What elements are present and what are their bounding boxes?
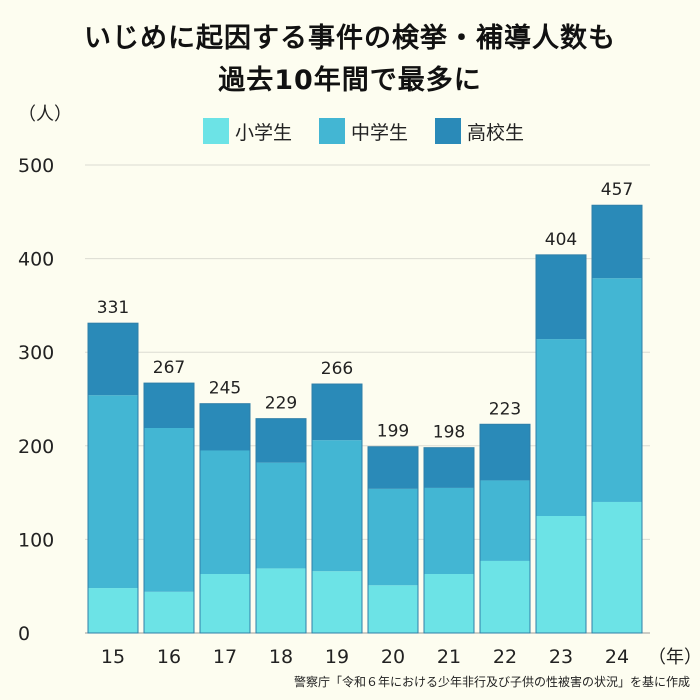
bar-total-label-15: 331: [97, 298, 129, 318]
legend-swatch-2: [435, 118, 461, 144]
bar-segment-19-0: [312, 571, 362, 633]
bar-segment-16-2: [144, 383, 194, 429]
x-axis-unit: （年）: [648, 647, 700, 668]
y-axis-unit: （人）: [18, 104, 72, 125]
bar-outline-19: [311, 383, 363, 634]
bar-segment-21-1: [424, 487, 474, 575]
y-tick-label-0: 0: [18, 623, 30, 645]
bar-total-label-23: 404: [545, 230, 577, 250]
bar-outline-16: [143, 382, 195, 634]
legend-label-0: 小学生: [235, 122, 292, 144]
bar-total-label-21: 198: [433, 423, 465, 443]
x-tick-label-20: 20: [381, 646, 405, 668]
bar-segment-21-0: [424, 574, 474, 633]
bar-segment-20-0: [368, 585, 418, 633]
chart-title-line-2: 過去10年間で最多に: [218, 65, 482, 96]
x-tick-label-22: 22: [493, 646, 517, 668]
bar-segment-20-1: [368, 488, 418, 586]
y-tick-label-300: 300: [18, 342, 54, 364]
bar-segment-15-1: [88, 395, 138, 589]
bar-total-label-16: 267: [153, 358, 185, 378]
bar-segment-15-0: [88, 588, 138, 633]
bar-segment-23-0: [536, 516, 586, 633]
x-tick-label-24: 24: [605, 646, 629, 668]
bar-total-label-19: 266: [321, 359, 353, 379]
y-tick-label-500: 500: [18, 155, 54, 177]
bar-segment-23-2: [536, 254, 586, 340]
bar-segment-24-1: [592, 278, 642, 502]
bar-segment-22-0: [480, 560, 530, 633]
y-tick-label-200: 200: [18, 436, 54, 458]
bar-total-label-18: 229: [265, 394, 297, 414]
bar-segment-17-2: [200, 403, 250, 451]
bar-segment-17-0: [200, 574, 250, 633]
x-tick-label-18: 18: [269, 646, 293, 668]
x-tick-label-21: 21: [437, 646, 461, 668]
bar-outline-21: [423, 447, 475, 634]
y-tick-label-100: 100: [18, 529, 54, 551]
x-tick-label-19: 19: [325, 646, 349, 668]
legend-label-1: 中学生: [351, 122, 408, 144]
x-tick-label-17: 17: [213, 646, 237, 668]
bar-segment-18-1: [256, 462, 306, 569]
bar-total-label-22: 223: [489, 399, 521, 419]
bar-segment-17-1: [200, 450, 250, 575]
bar-outline-18: [255, 418, 307, 634]
bar-segment-16-1: [144, 428, 194, 592]
bar-segment-23-1: [536, 339, 586, 516]
legend-swatch-0: [203, 118, 229, 144]
bar-segment-24-0: [592, 501, 642, 633]
bar-outline-17: [199, 403, 251, 634]
bar-segment-22-1: [480, 480, 530, 561]
bar-segment-15-2: [88, 323, 138, 396]
bar-segment-24-2: [592, 205, 642, 279]
bar-outline-23: [535, 254, 587, 634]
bar-segment-16-0: [144, 591, 194, 633]
y-tick-label-400: 400: [18, 249, 54, 271]
bar-total-label-24: 457: [601, 180, 633, 200]
bar-segment-19-2: [312, 384, 362, 441]
x-tick-label-15: 15: [101, 646, 125, 668]
bar-total-label-20: 199: [377, 422, 409, 442]
source-note: 警察庁「令和６年における少年非行及び子供の性被害の状況」を基に作成: [293, 675, 690, 689]
bar-segment-18-0: [256, 568, 306, 633]
legend-swatch-1: [319, 118, 345, 144]
x-tick-label-16: 16: [157, 646, 181, 668]
x-tick-label-23: 23: [549, 646, 573, 668]
bar-segment-20-2: [368, 446, 418, 489]
bar-outline-22: [479, 423, 531, 634]
bar-total-label-17: 245: [209, 379, 241, 399]
bar-segment-21-2: [424, 447, 474, 488]
bar-segment-19-1: [312, 440, 362, 572]
legend-label-2: 高校生: [467, 122, 524, 144]
bar-segment-18-2: [256, 418, 306, 463]
bar-outline-15: [87, 322, 139, 634]
bar-segment-22-2: [480, 424, 530, 481]
chart-title-line-1: いじめに起因する事件の検挙・補導人数も: [84, 23, 616, 54]
bar-outline-20: [367, 446, 419, 634]
bar-outline-24: [591, 204, 643, 634]
